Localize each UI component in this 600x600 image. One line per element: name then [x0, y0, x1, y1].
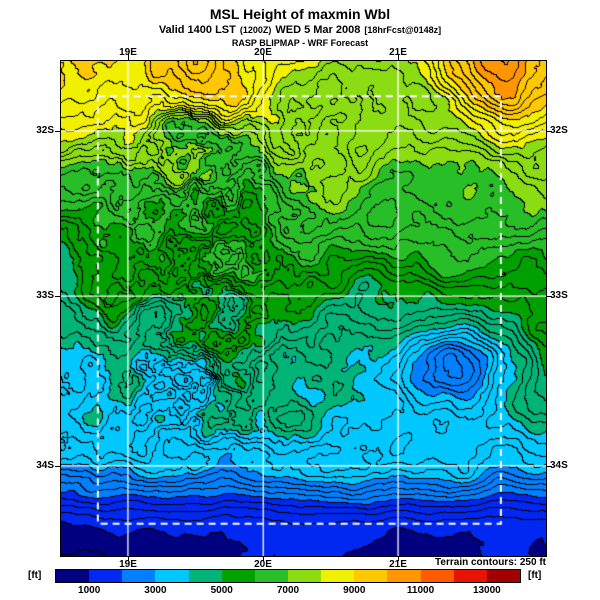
- colorbar-tick-3000: 3000: [144, 585, 167, 596]
- lon-label-bottom-20E: 20E: [254, 559, 272, 570]
- colorbar-segment-13: [486, 570, 520, 582]
- lat-label-left-33S: 33S: [36, 290, 54, 301]
- axis-tick: [547, 296, 552, 297]
- axis-tick: [263, 557, 264, 561]
- lon-label-top-19E: 19E: [119, 47, 137, 58]
- axis-tick: [55, 131, 60, 132]
- terrain-contours-note: Terrain contours: 250 ft: [435, 557, 546, 568]
- axis-tick: [398, 54, 399, 60]
- valid-zulu-time: (1200Z): [239, 25, 272, 35]
- lat-label-right-34S: 34S: [550, 460, 568, 471]
- valid-time-line: Valid 1400 LST (1200Z) WED 5 Mar 2008 [18hr…: [0, 24, 600, 36]
- lat-label-right-32S: 32S: [550, 125, 568, 136]
- colorbar-segment-9: [354, 570, 388, 582]
- page-title: MSL Height of maxmin Wbl: [209, 6, 391, 22]
- axis-tick: [398, 557, 399, 561]
- colorbar-segment-0: [56, 570, 90, 582]
- lat-label-left-34S: 34S: [36, 460, 54, 471]
- colorbar-tick-9000: 9000: [343, 585, 366, 596]
- forecast-init-info: [18hrFcst@0148z]: [364, 25, 442, 35]
- colorbar-tick-1000: 1000: [78, 585, 101, 596]
- lon-label-top-20E: 20E: [254, 47, 272, 58]
- colorbar-tick-11000: 11000: [406, 585, 435, 596]
- axis-tick: [547, 466, 552, 467]
- colorbar-segment-11: [420, 570, 454, 582]
- axis-tick: [547, 131, 552, 132]
- lat-label-left-32S: 32S: [36, 125, 54, 136]
- axis-tick: [55, 296, 60, 297]
- axis-tick: [128, 54, 129, 60]
- valid-date: WED 5 Mar 2008: [275, 24, 361, 36]
- colorbar-segment-8: [321, 570, 355, 582]
- model-line: RASP BLIPMAP - WRF Forecast: [231, 38, 369, 48]
- colorbar-tick-13000: 13000: [472, 585, 501, 596]
- axis-tick: [55, 466, 60, 467]
- colorbar-segment-5: [221, 570, 255, 582]
- colorbar-unit-left: [ft]: [28, 570, 42, 581]
- axis-tick: [263, 54, 264, 60]
- colorbar-segment-4: [188, 570, 222, 582]
- lon-label-bottom-21E: 21E: [389, 559, 407, 570]
- lon-label-bottom-19E: 19E: [119, 559, 137, 570]
- lat-label-right-33S: 33S: [550, 290, 568, 301]
- colorbar-segment-6: [254, 570, 288, 582]
- colorbar-tick-5000: 5000: [210, 585, 233, 596]
- colorbar-segment-10: [387, 570, 421, 582]
- colorbar-segment-2: [122, 570, 156, 582]
- colorbar-segment-1: [89, 570, 123, 582]
- lon-label-top-21E: 21E: [389, 47, 407, 58]
- map-frame: [60, 60, 547, 557]
- contour-map-canvas: [61, 61, 546, 556]
- colorbar-segment-3: [155, 570, 189, 582]
- valid-prefix: Valid 1400 LST: [158, 24, 236, 36]
- colorbar-segment-7: [287, 570, 322, 582]
- colorbar: [55, 569, 521, 583]
- colorbar-tick-7000: 7000: [276, 585, 300, 596]
- colorbar-segment-12: [453, 570, 487, 582]
- colorbar-unit-right: [ft]: [528, 570, 542, 581]
- axis-tick: [128, 557, 129, 561]
